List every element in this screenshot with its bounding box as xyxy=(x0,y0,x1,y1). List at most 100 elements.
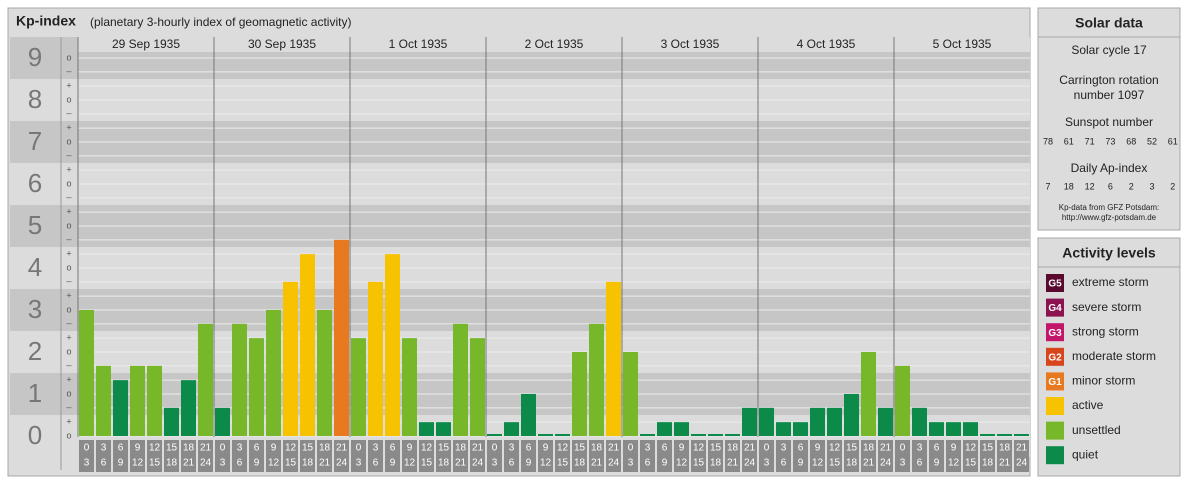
hour-label: 6 xyxy=(798,443,804,454)
hour-label: 6 xyxy=(118,443,124,454)
minor-tick-label: + xyxy=(66,291,71,301)
kp-bar xyxy=(419,422,434,436)
hour-label: 9 xyxy=(526,458,532,469)
y-tick-label: 5 xyxy=(28,210,42,240)
ap-value: 2 xyxy=(1129,181,1134,191)
hour-label: 9 xyxy=(934,458,940,469)
legend-badge: G1 xyxy=(1048,377,1062,388)
legend-swatch xyxy=(1046,298,1064,317)
kp-bar xyxy=(215,407,230,436)
hour-label: 9 xyxy=(407,443,413,454)
hour-box xyxy=(317,440,332,472)
hour-label: 6 xyxy=(373,458,379,469)
minor-tick-label: – xyxy=(66,276,71,286)
hour-label: 21 xyxy=(472,443,484,454)
minor-tick-label: o xyxy=(66,430,71,440)
hour-label: 15 xyxy=(693,458,705,469)
hour-box xyxy=(521,440,536,472)
solar-panel xyxy=(1037,7,1181,231)
hour-label: 12 xyxy=(948,458,960,469)
hour-label: 15 xyxy=(846,443,858,454)
hour-box xyxy=(215,440,230,472)
kp-bar xyxy=(963,422,978,436)
legend-label: extreme storm xyxy=(1072,275,1149,289)
ap-value: 6 xyxy=(1108,181,1113,191)
hour-box xyxy=(487,440,502,472)
kp-bar xyxy=(453,323,468,436)
hour-label: 18 xyxy=(183,443,195,454)
hour-label: 6 xyxy=(101,458,107,469)
kp-bar xyxy=(521,394,536,436)
y-tick-label: 9 xyxy=(28,42,42,72)
hour-label: 9 xyxy=(254,458,260,469)
hour-label: 9 xyxy=(662,458,668,469)
hour-label: 18 xyxy=(999,443,1011,454)
kp-bar xyxy=(368,281,383,436)
hour-label: 0 xyxy=(220,443,226,454)
hour-label: 15 xyxy=(982,443,994,454)
hour-label: 18 xyxy=(455,443,467,454)
legend-badge: G3 xyxy=(1048,328,1062,339)
kp-bar xyxy=(266,310,281,436)
hour-box xyxy=(776,440,791,472)
legend-label: active xyxy=(1072,398,1104,412)
minor-tick-label: o xyxy=(66,304,71,314)
hour-box xyxy=(946,440,961,472)
day-label: 3 Oct 1935 xyxy=(661,37,720,51)
hour-label: 21 xyxy=(455,458,467,469)
hour-box xyxy=(844,440,859,472)
hour-label: 9 xyxy=(135,443,141,454)
kp-bar xyxy=(589,323,604,436)
hour-label: 21 xyxy=(336,443,348,454)
hour-label: 18 xyxy=(982,458,994,469)
panel-title: Solar data xyxy=(1075,15,1143,31)
hour-label: 12 xyxy=(421,443,433,454)
hour-box xyxy=(402,440,417,472)
legend-label: strong storm xyxy=(1072,324,1139,338)
day-label: 2 Oct 1935 xyxy=(525,37,584,51)
kp-bar xyxy=(708,434,723,436)
legend-swatch xyxy=(1046,274,1064,292)
kp-bar xyxy=(470,338,485,436)
hour-label: 3 xyxy=(509,443,515,454)
hour-label: 21 xyxy=(863,458,875,469)
kp-bar xyxy=(861,352,876,436)
hour-box xyxy=(895,440,910,472)
y-tick-label: 1 xyxy=(28,378,42,408)
kp-bar xyxy=(895,365,910,436)
sunspot-value: 78 xyxy=(1043,136,1053,146)
kp-bar xyxy=(657,422,672,436)
hour-label: 18 xyxy=(319,443,331,454)
hour-box xyxy=(249,440,264,472)
hour-label: 18 xyxy=(863,443,875,454)
hour-box xyxy=(878,440,893,472)
legend-swatch xyxy=(1046,372,1064,391)
kp-bar xyxy=(759,407,774,436)
hour-label: 15 xyxy=(438,443,450,454)
sunspot-value: 68 xyxy=(1126,136,1136,146)
minor-tick-label: – xyxy=(66,192,71,202)
hour-label: 21 xyxy=(880,443,892,454)
hour-box xyxy=(742,440,757,472)
hour-label: 21 xyxy=(183,458,195,469)
panel-text: Sunspot number xyxy=(1065,115,1153,129)
hour-label: 24 xyxy=(1016,458,1028,469)
minor-tick-label: + xyxy=(66,165,71,175)
panel-text: Solar cycle 17 xyxy=(1071,43,1147,57)
hour-label: 0 xyxy=(764,443,770,454)
legend-swatch xyxy=(1046,323,1064,342)
ap-value: 3 xyxy=(1149,181,1154,191)
hour-label: 3 xyxy=(764,458,770,469)
minor-tick-label: – xyxy=(66,150,71,160)
minor-tick-label: o xyxy=(66,136,71,146)
sunspot-value: 52 xyxy=(1147,136,1157,146)
hour-label: 24 xyxy=(608,458,620,469)
minor-tick-label: + xyxy=(66,81,71,91)
hour-box xyxy=(436,440,451,472)
y-tick-label: 8 xyxy=(28,84,42,114)
hour-label: 18 xyxy=(710,458,722,469)
kp-bar xyxy=(776,422,791,436)
hour-box xyxy=(623,440,638,472)
hour-label: 24 xyxy=(880,458,892,469)
hour-box xyxy=(640,440,655,472)
